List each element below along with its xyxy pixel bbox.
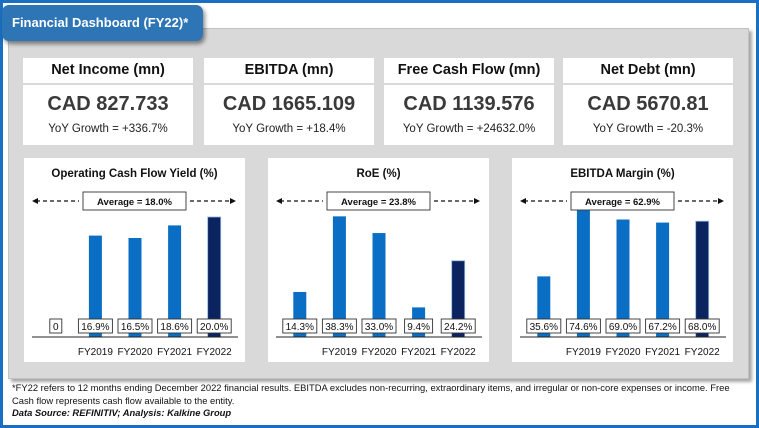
data-label-box xyxy=(404,318,434,334)
kpi-card-ebitda: EBITDA (mn) CAD 1665.109 YoY Growth = +1… xyxy=(204,58,374,145)
bar xyxy=(576,209,590,337)
average-label: Average = 62.9% xyxy=(585,197,660,208)
data-label: 68.0% xyxy=(688,322,716,333)
dashboard-title: Financial Dashboard (FY22)* xyxy=(2,5,203,41)
chart-title: EBITDA Margin (%) xyxy=(570,168,675,180)
data-label: 20.0% xyxy=(200,322,228,333)
average-box xyxy=(326,191,431,211)
data-label-box xyxy=(157,318,193,334)
bar xyxy=(332,216,346,337)
kpi-title: EBITDA (mn) xyxy=(204,58,374,83)
kpi-growth: YoY Growth = +336.7% xyxy=(48,123,168,135)
kpi-title: Net Income (mn) xyxy=(23,58,193,83)
bar xyxy=(168,225,182,337)
chart-svg: EBITDA Margin (%) 35.6% 74.6% 69.0% 67.2% 68.… xyxy=(520,168,726,358)
x-tick-label: FY2019 xyxy=(322,347,357,358)
data-label: 9.4% xyxy=(407,322,430,333)
footnote: *FY22 refers to 12 months ending Decembe… xyxy=(12,382,747,420)
arrow-right-icon xyxy=(230,198,236,204)
x-tick-label: FY2020 xyxy=(605,347,640,358)
kpi-growth: YoY Growth = +18.4% xyxy=(232,123,346,135)
chart-title: Operating Cash Flow Yield (%) xyxy=(51,168,217,180)
bar xyxy=(656,222,670,337)
x-tick-label: FY2022 xyxy=(685,347,720,358)
bar xyxy=(616,219,630,337)
data-label-box xyxy=(196,318,232,334)
kpi-value: CAD 5670.81 xyxy=(587,93,709,115)
data-label-box xyxy=(605,318,641,334)
arrow-right-icon xyxy=(718,198,724,204)
kpi-card-net-debt: Net Debt (mn) CAD 5670.81 YoY Growth = -… xyxy=(563,58,733,145)
arrow-left-icon xyxy=(32,198,38,204)
bar xyxy=(128,238,142,337)
footnote-text: *FY22 refers to 12 months ending Decembe… xyxy=(12,382,730,406)
data-label: 16.9% xyxy=(81,322,109,333)
chart-ebitda-margin: EBITDA Margin (%) 35.6% 74.6% 69.0% 67.2% 68.… xyxy=(512,158,733,362)
kpi-value: CAD 1139.576 xyxy=(403,93,535,115)
kpi-growth: YoY Growth = +24632.0% xyxy=(402,123,536,135)
data-label: 35.6% xyxy=(530,322,558,333)
x-tick-label: FY2019 xyxy=(78,347,113,358)
chart-svg: RoE (%) 14.3% 38.3% 33.0% 9.4% 24.2% FY2019 FY2… xyxy=(276,168,482,358)
data-label-box xyxy=(565,318,601,334)
data-source: Data Source: REFINITIV; Analysis: Kalkin… xyxy=(12,407,232,418)
kpi-body: CAD 5670.81 YoY Growth = -20.3% xyxy=(563,85,733,145)
arrow-right-icon xyxy=(474,198,480,204)
data-label-box xyxy=(49,318,63,334)
data-label: 74.6% xyxy=(569,322,597,333)
kpi-body: CAD 827.733 YoY Growth = +336.7% xyxy=(23,85,193,145)
chart-operating-cash-flow-yield: Operating Cash Flow Yield (%) 0 16.9% 16.5%… xyxy=(24,158,245,362)
data-label: 18.6% xyxy=(160,322,188,333)
x-tick-label: FY2020 xyxy=(117,347,152,358)
x-tick-label: FY2019 xyxy=(566,347,601,358)
arrow-left-icon xyxy=(520,198,526,204)
average-box xyxy=(570,191,675,211)
average-box xyxy=(82,191,187,211)
data-label: 14.3% xyxy=(286,322,314,333)
data-label: 69.0% xyxy=(609,322,637,333)
kpi-body: CAD 1665.109 YoY Growth = +18.4% xyxy=(204,85,374,145)
x-tick-label: FY2022 xyxy=(441,347,476,358)
data-label: 33.0% xyxy=(365,322,393,333)
x-tick-label: FY2020 xyxy=(361,347,396,358)
chart-svg: Operating Cash Flow Yield (%) 0 16.9% 16.5%… xyxy=(32,168,238,358)
data-label-box xyxy=(117,318,153,334)
arrow-left-icon xyxy=(276,198,282,204)
kpi-value: CAD 1665.109 xyxy=(222,93,356,115)
data-label: 24.2% xyxy=(444,322,472,333)
data-label-box xyxy=(440,318,476,334)
kpi-card-free-cash-flow: Free Cash Flow (mn) CAD 1139.576 YoY Gro… xyxy=(384,58,554,145)
data-label-box xyxy=(684,318,720,334)
average-label: Average = 18.0% xyxy=(97,197,172,208)
data-label-box xyxy=(321,318,357,334)
x-tick-label: FY2021 xyxy=(645,347,680,358)
kpi-body: CAD 1139.576 YoY Growth = +24632.0% xyxy=(384,85,554,145)
kpi-title: Free Cash Flow (mn) xyxy=(384,58,554,83)
average-label: Average = 23.8% xyxy=(341,197,416,208)
x-tick-label: FY2021 xyxy=(401,347,436,358)
x-tick-label: FY2021 xyxy=(157,347,192,358)
bar xyxy=(372,233,386,337)
data-label: 67.2% xyxy=(648,322,676,333)
data-label: 16.5% xyxy=(121,322,149,333)
x-tick-label: FY2022 xyxy=(197,347,232,358)
data-label-box xyxy=(77,318,113,334)
data-label-box xyxy=(282,318,318,334)
chart-roe: RoE (%) 14.3% 38.3% 33.0% 9.4% 24.2% FY2019 FY2… xyxy=(268,158,489,362)
data-label-box xyxy=(361,318,397,334)
kpi-growth: YoY Growth = -20.3% xyxy=(592,123,704,135)
data-label-box xyxy=(526,318,562,334)
chart-title: RoE (%) xyxy=(356,168,400,180)
data-label: 38.3% xyxy=(325,322,353,333)
kpi-card-net-income: Net Income (mn) CAD 827.733 YoY Growth =… xyxy=(23,58,193,145)
kpi-title: Net Debt (mn) xyxy=(563,58,733,83)
data-label-box xyxy=(645,318,681,334)
kpi-value: CAD 827.733 xyxy=(47,93,169,115)
data-label: 0 xyxy=(53,322,59,333)
bar xyxy=(88,235,102,337)
